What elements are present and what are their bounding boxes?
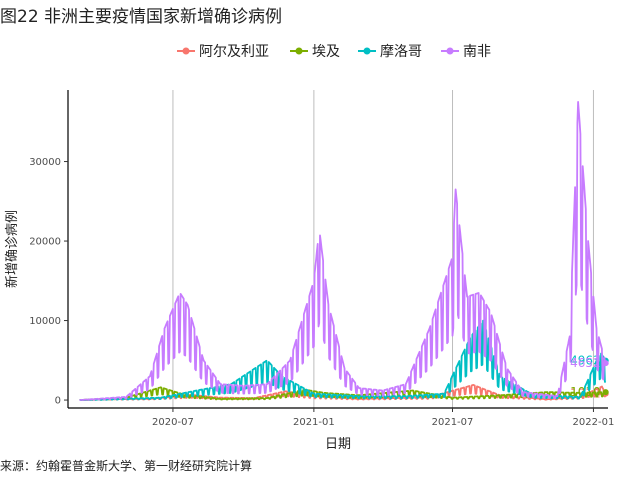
legend-swatch — [177, 47, 195, 55]
chart-legend: 阿尔及利亚 埃及 摩洛哥 南非 — [0, 40, 640, 62]
x-axis-title: 日期 — [325, 437, 351, 452]
x-tick-label: 2021-01 — [293, 417, 335, 428]
legend-swatch — [358, 47, 376, 55]
legend-label: 埃及 — [312, 44, 340, 60]
series-end-point — [602, 360, 609, 367]
x-tick-label: 2021-07 — [432, 417, 474, 428]
series-end-point — [602, 389, 609, 396]
legend-label: 南非 — [463, 44, 491, 60]
legend-swatch — [290, 47, 308, 55]
legend-label: 阿尔及利亚 — [199, 44, 269, 60]
y-tick-label: 20000 — [29, 237, 61, 248]
y-tick-label: 10000 — [29, 316, 61, 327]
y-tick-label: 30000 — [29, 157, 61, 168]
chart-title: 图22 非洲主要疫情国家新增确诊病例 — [0, 7, 283, 27]
series-line-4 — [79, 101, 607, 401]
legend-swatch — [441, 47, 459, 55]
x-tick-label: 2022-01 — [573, 417, 615, 428]
legend-label: 摩洛哥 — [380, 44, 422, 60]
series-end-label: 4963 — [570, 354, 601, 368]
y-axis-title: 新增确诊病例 — [4, 210, 20, 288]
y-tick-label: 0 — [55, 396, 61, 407]
series-line-2 — [79, 386, 606, 401]
series-end-label: 4652 — [570, 356, 601, 370]
x-tick-label: 2020-07 — [152, 417, 194, 428]
source-note: 来源：约翰霍普金斯大学、第一财经研究院计算 — [0, 459, 253, 473]
